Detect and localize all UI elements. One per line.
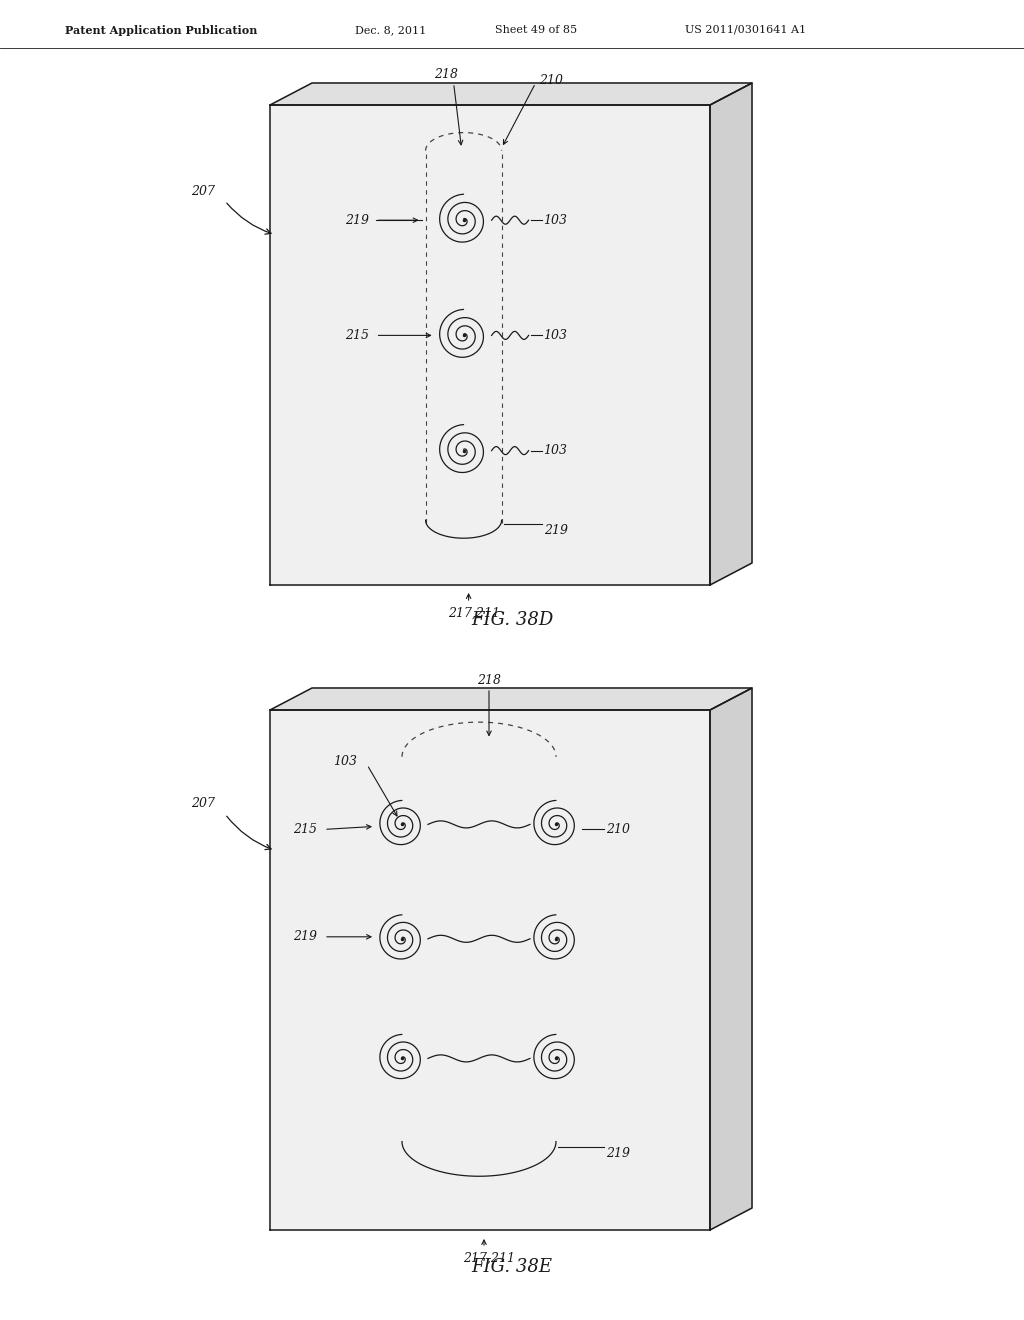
Text: 207: 207 [191, 185, 215, 198]
Text: 103: 103 [333, 755, 357, 768]
Text: 207: 207 [191, 797, 215, 810]
Polygon shape [270, 688, 752, 710]
Text: 218: 218 [477, 673, 501, 686]
Text: Patent Application Publication: Patent Application Publication [65, 25, 257, 36]
Polygon shape [270, 106, 710, 585]
Text: 219: 219 [606, 1147, 630, 1159]
Polygon shape [710, 688, 752, 1230]
Text: FIG. 38D: FIG. 38D [471, 611, 553, 630]
Text: 103: 103 [544, 214, 567, 227]
Text: US 2011/0301641 A1: US 2011/0301641 A1 [685, 25, 806, 36]
Text: 210: 210 [539, 74, 562, 87]
Polygon shape [270, 710, 710, 1230]
Text: 217,211: 217,211 [447, 606, 500, 619]
Text: 210: 210 [606, 822, 630, 836]
Text: 219: 219 [345, 214, 369, 227]
Text: 219: 219 [544, 524, 567, 537]
Text: FIG. 38E: FIG. 38E [471, 1258, 553, 1276]
Text: 219: 219 [293, 931, 317, 944]
Text: 217,211: 217,211 [463, 1251, 515, 1265]
Text: 103: 103 [544, 329, 567, 342]
Text: Sheet 49 of 85: Sheet 49 of 85 [495, 25, 578, 36]
Text: 103: 103 [544, 444, 567, 457]
Text: 215: 215 [293, 822, 317, 836]
Polygon shape [710, 83, 752, 585]
Text: 218: 218 [433, 69, 458, 82]
Text: 215: 215 [345, 329, 369, 342]
Polygon shape [270, 83, 752, 106]
Text: Dec. 8, 2011: Dec. 8, 2011 [355, 25, 426, 36]
